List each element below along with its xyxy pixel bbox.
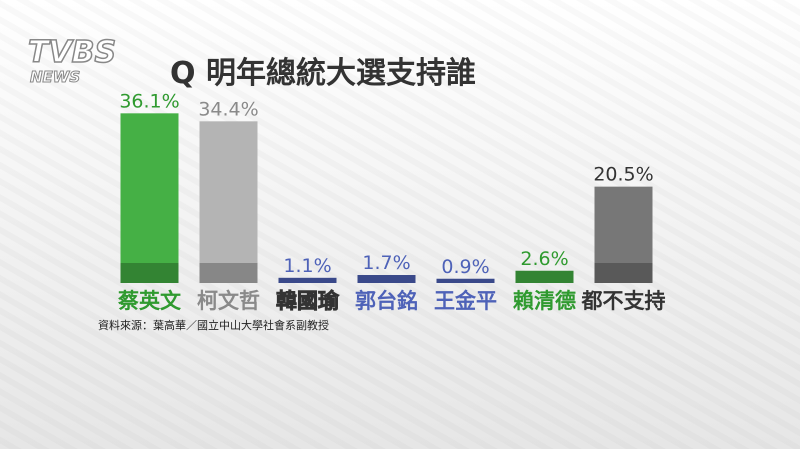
x-tick-label: 柯文哲 — [197, 289, 260, 313]
bar — [278, 277, 337, 283]
bar-base-shade — [436, 278, 495, 283]
bar-base-shade — [120, 263, 179, 283]
value-label: 1.7% — [362, 252, 410, 274]
chart-title: Q 明年總統大選支持誰 — [170, 56, 476, 91]
bar — [120, 113, 179, 283]
x-tick-label: 賴清德 — [513, 289, 576, 313]
x-tick-label: 都不支持 — [581, 289, 666, 313]
value-label: 20.5% — [593, 164, 653, 186]
logo-text: TVBS — [28, 35, 116, 70]
x-tick-label: 郭台銘 — [355, 289, 418, 313]
x-tick-label: 蔡英文 — [118, 289, 182, 313]
bar-base-shade — [278, 277, 337, 283]
x-tick-label: 韓國瑜 — [276, 289, 340, 313]
bar-base-shade — [357, 275, 416, 283]
bar — [199, 121, 258, 283]
source-note: 資料來源：葉高華／國立中山大學社會系副教授 — [98, 318, 329, 332]
bar-base-shade — [515, 270, 574, 283]
bar-base-shade — [594, 263, 653, 283]
value-label: 0.9% — [441, 256, 489, 278]
logo: TVBS NEWS — [27, 34, 117, 86]
bar — [594, 186, 653, 283]
value-label: 2.6% — [520, 248, 568, 270]
bar — [357, 275, 416, 283]
value-label: 1.1% — [283, 255, 331, 277]
bar — [436, 278, 495, 283]
x-tick-label: 王金平 — [434, 289, 497, 313]
logo-subtext: NEWS — [30, 68, 80, 86]
bar — [515, 270, 574, 283]
bar-base-shade — [199, 263, 258, 283]
value-label: 34.4% — [198, 98, 258, 120]
value-label: 36.1% — [119, 90, 179, 112]
